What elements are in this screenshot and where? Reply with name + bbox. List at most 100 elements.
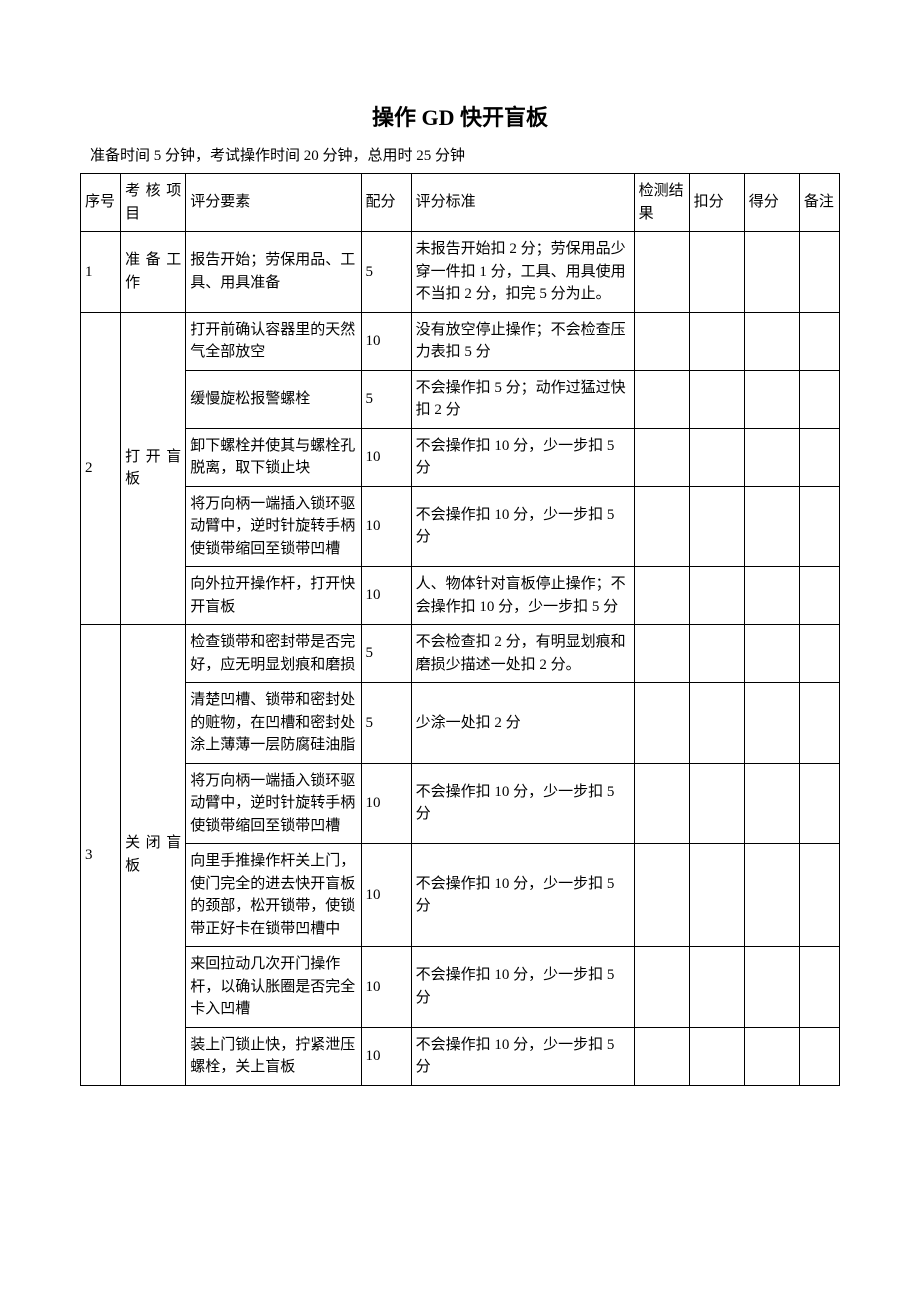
table-row: 1准备工作报告开始；劳保用品、工具、用具准备5未报告开始扣 2 分；劳保用品少穿… [81, 232, 840, 313]
table-header-row: 序号 考核项目 评分要素 配分 评分标准 检测结果 扣分 得分 备注 [81, 174, 840, 232]
table-row: 向外拉开操作杆，打开快开盲板10人、物体针对盲板停止操作；不会操作扣 10 分，… [81, 567, 840, 625]
cell-score: 10 [361, 844, 411, 947]
cell-result [634, 370, 689, 428]
header-element: 评分要素 [186, 174, 361, 232]
cell-result [634, 567, 689, 625]
cell-score: 10 [361, 567, 411, 625]
cell-item: 准备工作 [121, 232, 186, 313]
cell-standard: 不会检查扣 2 分，有明显划痕和磨损少描述一处扣 2 分。 [411, 625, 634, 683]
cell-standard: 不会操作扣 10 分，少一步扣 5 分 [411, 763, 634, 844]
cell-seq: 3 [81, 625, 121, 1086]
cell-score: 10 [361, 763, 411, 844]
page-subtitle: 准备时间 5 分钟，考试操作时间 20 分钟，总用时 25 分钟 [90, 144, 840, 165]
cell-got [744, 370, 799, 428]
cell-element: 向外拉开操作杆，打开快开盲板 [186, 567, 361, 625]
cell-got [744, 312, 799, 370]
cell-score: 5 [361, 232, 411, 313]
table-row: 缓慢旋松报警螺栓5不会操作扣 5 分；动作过猛过快扣 2 分 [81, 370, 840, 428]
cell-element: 来回拉动几次开门操作杆，以确认胀圈是否完全卡入凹槽 [186, 947, 361, 1028]
cell-got [744, 625, 799, 683]
table-row: 卸下螺栓并使其与螺栓孔脱离，取下锁止块10不会操作扣 10 分，少一步扣 5 分 [81, 428, 840, 486]
cell-deduct [689, 625, 744, 683]
cell-standard: 未报告开始扣 2 分；劳保用品少穿一件扣 1 分，工具、用具使用不当扣 2 分，… [411, 232, 634, 313]
cell-score: 10 [361, 428, 411, 486]
cell-standard: 不会操作扣 10 分，少一步扣 5 分 [411, 844, 634, 947]
cell-element: 将万向柄一端插入锁环驱动臂中，逆时针旋转手柄使锁带缩回至锁带凹槽 [186, 486, 361, 567]
cell-deduct [689, 428, 744, 486]
cell-seq: 2 [81, 312, 121, 625]
cell-result [634, 312, 689, 370]
cell-got [744, 428, 799, 486]
cell-deduct [689, 486, 744, 567]
table-row: 2打开盲板打开前确认容器里的天然气全部放空10没有放空停止操作；不会检查压力表扣… [81, 312, 840, 370]
cell-standard: 不会操作扣 10 分，少一步扣 5 分 [411, 428, 634, 486]
cell-result [634, 1027, 689, 1085]
cell-item: 关闭盲板 [121, 625, 186, 1086]
cell-element: 向里手推操作杆关上门，使门完全的进去快开盲板的颈部，松开锁带，使锁带正好卡在锁带… [186, 844, 361, 947]
cell-result [634, 844, 689, 947]
cell-got [744, 486, 799, 567]
cell-note [799, 683, 839, 764]
cell-score: 10 [361, 1027, 411, 1085]
header-seq: 序号 [81, 174, 121, 232]
cell-deduct [689, 1027, 744, 1085]
cell-result [634, 683, 689, 764]
cell-got [744, 763, 799, 844]
cell-result [634, 625, 689, 683]
cell-standard: 不会操作扣 10 分，少一步扣 5 分 [411, 947, 634, 1028]
cell-got [744, 844, 799, 947]
cell-got [744, 567, 799, 625]
cell-deduct [689, 370, 744, 428]
cell-seq: 1 [81, 232, 121, 313]
cell-item: 打开盲板 [121, 312, 186, 625]
cell-note [799, 625, 839, 683]
scoring-table: 序号 考核项目 评分要素 配分 评分标准 检测结果 扣分 得分 备注 1准备工作… [80, 173, 840, 1086]
cell-standard: 人、物体针对盲板停止操作；不会操作扣 10 分，少一步扣 5 分 [411, 567, 634, 625]
cell-result [634, 232, 689, 313]
cell-element: 装上门锁止快，拧紧泄压螺栓，关上盲板 [186, 1027, 361, 1085]
cell-score: 10 [361, 486, 411, 567]
table-row: 向里手推操作杆关上门，使门完全的进去快开盲板的颈部，松开锁带，使锁带正好卡在锁带… [81, 844, 840, 947]
header-standard: 评分标准 [411, 174, 634, 232]
cell-score: 5 [361, 625, 411, 683]
cell-result [634, 763, 689, 844]
cell-standard: 少涂一处扣 2 分 [411, 683, 634, 764]
cell-score: 10 [361, 312, 411, 370]
header-result: 检测结果 [634, 174, 689, 232]
cell-standard: 没有放空停止操作；不会检查压力表扣 5 分 [411, 312, 634, 370]
cell-element: 卸下螺栓并使其与螺栓孔脱离，取下锁止块 [186, 428, 361, 486]
cell-deduct [689, 567, 744, 625]
table-row: 3关闭盲板检查锁带和密封带是否完好，应无明显划痕和磨损5不会检查扣 2 分，有明… [81, 625, 840, 683]
cell-element: 将万向柄一端插入锁环驱动臂中，逆时针旋转手柄使锁带缩回至锁带凹槽 [186, 763, 361, 844]
cell-note [799, 232, 839, 313]
cell-standard: 不会操作扣 10 分，少一步扣 5 分 [411, 486, 634, 567]
cell-note [799, 763, 839, 844]
cell-deduct [689, 947, 744, 1028]
cell-note [799, 428, 839, 486]
cell-element: 清楚凹槽、锁带和密封处的赃物，在凹槽和密封处涂上薄薄一层防腐硅油脂 [186, 683, 361, 764]
cell-standard: 不会操作扣 10 分，少一步扣 5 分 [411, 1027, 634, 1085]
cell-note [799, 844, 839, 947]
table-row: 装上门锁止快，拧紧泄压螺栓，关上盲板10不会操作扣 10 分，少一步扣 5 分 [81, 1027, 840, 1085]
table-row: 将万向柄一端插入锁环驱动臂中，逆时针旋转手柄使锁带缩回至锁带凹槽10不会操作扣 … [81, 763, 840, 844]
cell-note [799, 486, 839, 567]
cell-note [799, 947, 839, 1028]
cell-result [634, 947, 689, 1028]
cell-result [634, 428, 689, 486]
cell-score: 5 [361, 370, 411, 428]
cell-note [799, 312, 839, 370]
cell-element: 缓慢旋松报警螺栓 [186, 370, 361, 428]
cell-note [799, 1027, 839, 1085]
cell-got [744, 232, 799, 313]
cell-result [634, 486, 689, 567]
cell-got [744, 1027, 799, 1085]
header-score: 配分 [361, 174, 411, 232]
cell-score: 10 [361, 947, 411, 1028]
table-body: 1准备工作报告开始；劳保用品、工具、用具准备5未报告开始扣 2 分；劳保用品少穿… [81, 232, 840, 1086]
header-note: 备注 [799, 174, 839, 232]
header-item: 考核项目 [121, 174, 186, 232]
cell-deduct [689, 312, 744, 370]
cell-deduct [689, 683, 744, 764]
table-row: 来回拉动几次开门操作杆，以确认胀圈是否完全卡入凹槽10不会操作扣 10 分，少一… [81, 947, 840, 1028]
header-got: 得分 [744, 174, 799, 232]
